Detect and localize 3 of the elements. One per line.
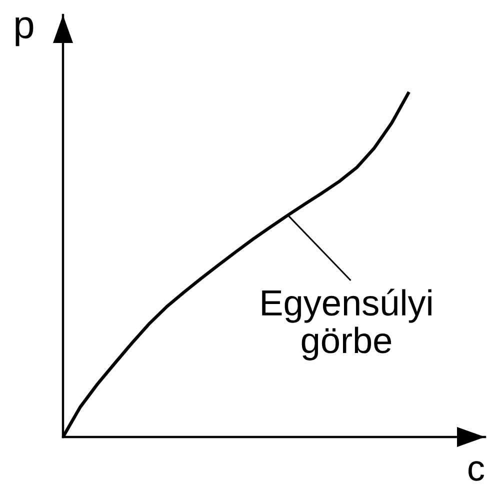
y-axis-title: p [16,17,34,46]
annotation: Egyensúlyi görbe [262,288,432,360]
x-axis-title: c [468,461,484,481]
